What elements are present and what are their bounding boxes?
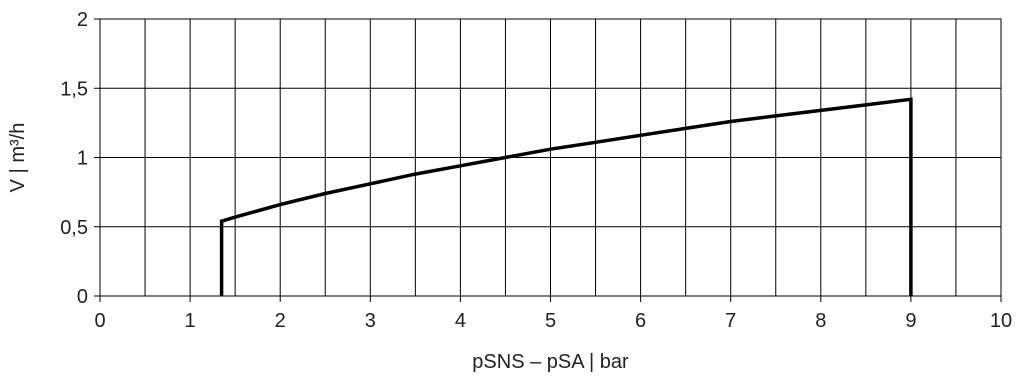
x-tick-label: 5 xyxy=(545,310,556,332)
y-tick-label: 0,5 xyxy=(60,217,88,239)
y-tick-label: 2 xyxy=(77,9,88,31)
x-tick-label: 3 xyxy=(365,310,376,332)
x-axis-ticks: 0 1 2 3 4 5 6 7 8 9 10 xyxy=(94,296,1012,332)
x-tick-label: 9 xyxy=(905,310,916,332)
x-tick-label: 10 xyxy=(990,310,1012,332)
series-line-1 xyxy=(219,97,913,296)
y-tick-label: 1,5 xyxy=(60,78,88,100)
x-axis-title: pSNS – pSA | bar xyxy=(472,351,629,373)
x-tick-label: 1 xyxy=(185,310,196,332)
x-tick-label: 8 xyxy=(815,310,826,332)
series-layer xyxy=(219,97,913,296)
grid xyxy=(99,18,1002,297)
x-tick-label: 0 xyxy=(94,310,105,332)
x-tick-label: 6 xyxy=(635,310,646,332)
y-axis-title: V | m³/h xyxy=(7,123,29,193)
x-tick-label: 4 xyxy=(455,310,466,332)
y-axis-ticks: 0 0,5 1 1,5 2 xyxy=(60,9,100,308)
y-tick-label: 0 xyxy=(77,286,88,308)
x-tick-label: 2 xyxy=(275,310,286,332)
x-tick-label: 7 xyxy=(725,310,736,332)
y-tick-label: 1 xyxy=(77,148,88,170)
